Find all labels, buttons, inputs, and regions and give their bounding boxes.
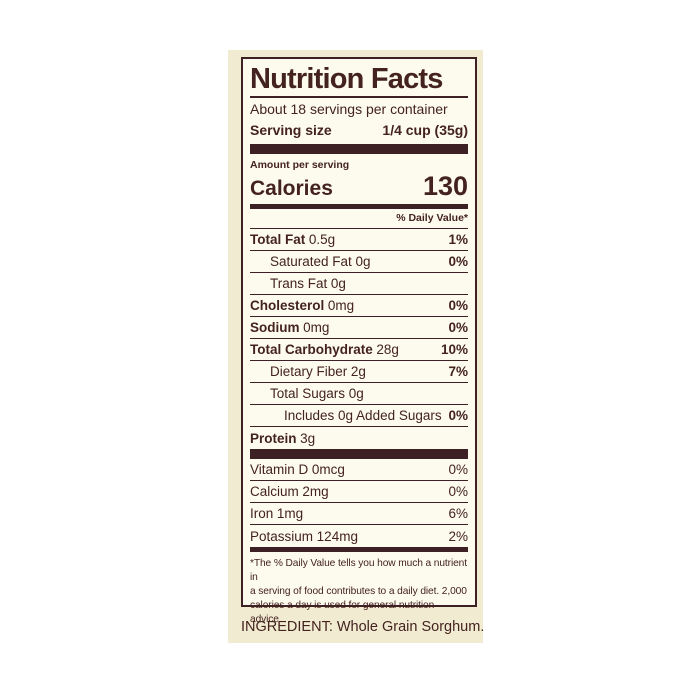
nutrient-amount: 0g	[348, 386, 364, 401]
vitamin-dv: 6%	[448, 506, 468, 521]
serving-size-row: Serving size 1/4 cup (35g)	[250, 120, 468, 144]
nutrient-name: Trans Fat	[270, 276, 328, 291]
nutrient-row-trans-fat: Trans Fat 0g	[250, 273, 468, 295]
nutrient-row-dietary-fiber: Dietary Fiber 2g 7%	[250, 361, 468, 383]
serving-size-label: Serving size	[250, 122, 332, 138]
nutrient-row-total-sugars: Total Sugars 0g	[250, 383, 468, 405]
nutrient-row-saturated-fat: Saturated Fat 0g 0%	[250, 251, 468, 273]
vitamin-dv: 0%	[448, 462, 468, 477]
vitamin-amount: 1mg	[276, 506, 304, 521]
nutrient-name: Saturated Fat	[270, 254, 352, 269]
amount-per-serving-label: Amount per serving	[250, 159, 350, 171]
calories-label: Calories	[250, 177, 333, 200]
ingredient-statement: INGREDIENT: Whole Grain Sorghum.	[241, 619, 485, 635]
daily-value-footnote: *The % Daily Value tells you how much a …	[250, 557, 468, 627]
nutrient-row-sodium: Sodium 0mg 0%	[250, 317, 468, 339]
calories-value: 130	[422, 171, 468, 201]
vitamin-name: Calcium	[250, 484, 299, 499]
nutrient-name: Protein	[250, 430, 297, 446]
title-divider	[250, 96, 468, 98]
vitamin-row-iron: Iron 1mg 6%	[250, 503, 468, 525]
nutrient-amount: 28g	[376, 342, 399, 357]
nutrient-name: Total Carbohydrate	[250, 342, 373, 357]
nutrition-facts-title: Nutrition Facts	[250, 63, 443, 95]
footnote-line: calories a day is used for general nutri…	[250, 600, 435, 625]
vitamin-dv: 2%	[448, 528, 468, 544]
vitamin-name: Iron	[250, 506, 274, 521]
nutrient-name: Includes 0g Added Sugars	[284, 408, 442, 423]
nutrient-row-total-carbohydrate: Total Carbohydrate 28g 10%	[250, 339, 468, 361]
vitamin-row-potassium: Potassium 124mg 2%	[250, 525, 468, 547]
servings-per-container: About 18 servings per container	[250, 101, 448, 117]
nutrient-name: Cholesterol	[250, 298, 325, 313]
daily-value-header: % Daily Value*	[250, 209, 468, 229]
nutrient-dv: 1%	[448, 232, 468, 247]
vitamin-name: Vitamin D	[250, 462, 309, 477]
vitamin-row-vitamin-d: Vitamin D 0mcg 0%	[250, 459, 468, 481]
nutrient-name: Total Fat	[250, 232, 306, 247]
nutrient-row-total-fat: Total Fat 0.5g 1%	[250, 229, 468, 251]
vitamin-name: Potassium	[250, 528, 314, 544]
nutrient-dv: 7%	[448, 364, 468, 379]
nutrient-dv: 0%	[448, 408, 468, 423]
vitamin-amount: 0mcg	[311, 462, 345, 477]
vitamin-dv: 0%	[448, 484, 468, 499]
nutrient-row-cholesterol: Cholesterol 0mg 0%	[250, 295, 468, 317]
section-divider-medium	[250, 204, 468, 209]
label-card: Nutrition Facts About 18 servings per co…	[228, 50, 485, 643]
footnote-line: a serving of food contributes to a daily…	[250, 586, 467, 597]
nutrient-amount: 0mg	[303, 320, 330, 335]
section-divider-thick	[250, 144, 468, 154]
nutrient-name: Total Sugars	[270, 386, 346, 401]
footnote-line: *The % Daily Value tells you how much a …	[250, 558, 467, 583]
vitamin-amount: 124mg	[316, 528, 358, 544]
nutrient-row-protein: Protein 3g	[250, 427, 468, 449]
nutrient-name: Sodium	[250, 320, 300, 335]
nutrient-amount: 0mg	[327, 298, 355, 313]
nutrient-dv: 0%	[448, 320, 468, 335]
calories-row: Calories 130	[250, 172, 468, 201]
vitamin-amount: 2mg	[302, 484, 329, 499]
serving-size-value: 1/4 cup (35g)	[382, 122, 468, 138]
nutrient-dv: 0%	[448, 298, 468, 313]
nutrient-amount: 0g	[355, 254, 371, 269]
vitamin-row-calcium: Calcium 2mg 0%	[250, 481, 468, 503]
nutrient-row-added-sugars: Includes 0g Added Sugars 0%	[250, 405, 468, 427]
section-divider-thick	[250, 449, 468, 459]
nutrient-dv: 10%	[440, 342, 468, 357]
section-divider-medium	[250, 547, 468, 552]
nutrient-amount: 2g	[350, 364, 366, 379]
nutrient-amount: 3g	[300, 430, 316, 446]
nutrient-amount: 0g	[330, 276, 346, 291]
nutrient-name: Dietary Fiber	[270, 364, 348, 379]
nutrient-amount: 0.5g	[308, 232, 336, 247]
nutrition-facts-panel: Nutrition Facts About 18 servings per co…	[241, 57, 477, 625]
nutrient-dv: 0%	[448, 254, 468, 269]
